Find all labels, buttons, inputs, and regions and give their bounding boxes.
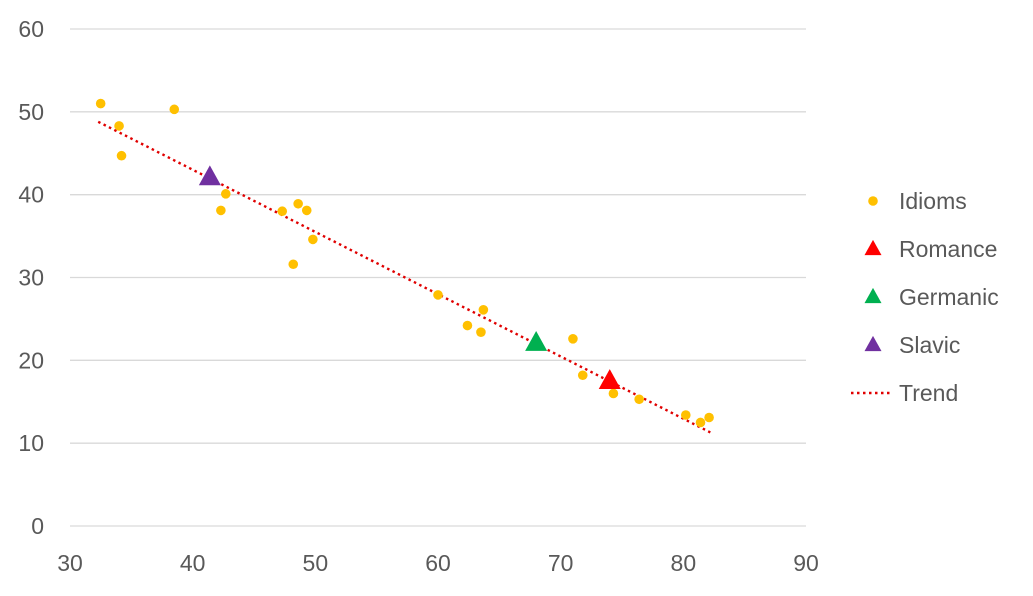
x-tick-label: 80 bbox=[671, 550, 697, 576]
slavic-marker bbox=[198, 165, 221, 186]
idioms-point bbox=[216, 205, 226, 216]
x-axis-ticks: 30 40 50 60 70 80 90 bbox=[57, 550, 819, 576]
legend-label-germanic: Germanic bbox=[899, 284, 999, 310]
legend-label-slavic: Slavic bbox=[899, 332, 960, 358]
y-tick-label: 60 bbox=[18, 16, 44, 42]
idioms-point bbox=[301, 205, 312, 216]
y-tick-label: 50 bbox=[18, 99, 44, 125]
idioms-point bbox=[608, 388, 619, 399]
legend-swatch-slavic bbox=[864, 335, 882, 352]
y-axis-ticks: 0 10 20 30 40 50 60 bbox=[18, 16, 44, 539]
idioms-point bbox=[476, 327, 486, 337]
idioms-point bbox=[277, 206, 288, 217]
idioms-point bbox=[695, 417, 706, 428]
gridlines bbox=[70, 28, 806, 527]
idioms-point bbox=[308, 234, 318, 245]
y-tick-label: 20 bbox=[18, 347, 44, 373]
x-tick-label: 60 bbox=[425, 550, 451, 576]
idioms-point bbox=[95, 98, 106, 109]
idioms-point bbox=[577, 370, 588, 381]
legend-swatch-germanic bbox=[864, 287, 882, 304]
idioms-point bbox=[433, 290, 443, 300]
romance-marker bbox=[598, 369, 621, 389]
legend-label-trend: Trend bbox=[899, 380, 958, 406]
idioms-point bbox=[462, 320, 473, 331]
legend-swatch-idioms bbox=[868, 196, 878, 206]
idioms-point bbox=[478, 305, 489, 315]
y-tick-label: 10 bbox=[18, 430, 44, 456]
idioms-point bbox=[680, 410, 691, 420]
idioms-point bbox=[116, 150, 127, 161]
x-tick-label: 30 bbox=[57, 550, 83, 576]
x-tick-label: 70 bbox=[548, 550, 574, 576]
language-group-series bbox=[198, 165, 621, 389]
legend: Idioms Romance Germanic Slavic Trend bbox=[851, 188, 999, 406]
idioms-series bbox=[95, 98, 714, 428]
y-tick-label: 30 bbox=[18, 265, 44, 291]
idioms-point bbox=[704, 412, 714, 423]
x-tick-label: 50 bbox=[303, 550, 329, 576]
legend-label-romance: Romance bbox=[899, 236, 997, 262]
x-tick-label: 90 bbox=[793, 550, 819, 576]
idioms-point bbox=[293, 198, 303, 209]
x-tick-label: 40 bbox=[180, 550, 206, 576]
legend-swatch-romance bbox=[864, 239, 882, 256]
idioms-point bbox=[568, 333, 578, 344]
idioms-point bbox=[634, 394, 644, 405]
idioms-point bbox=[114, 121, 124, 131]
idioms-point bbox=[169, 104, 180, 115]
y-tick-label: 40 bbox=[18, 182, 44, 208]
idioms-point bbox=[288, 259, 299, 270]
legend-label-idioms: Idioms bbox=[899, 188, 967, 214]
idioms-point bbox=[220, 189, 231, 199]
germanic-marker bbox=[525, 331, 548, 351]
y-tick-label: 0 bbox=[31, 513, 44, 539]
